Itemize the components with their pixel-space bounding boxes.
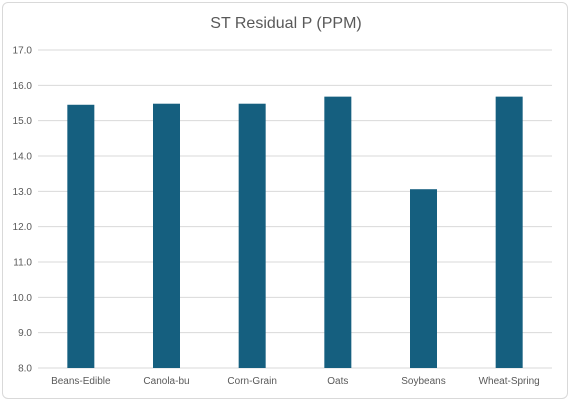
bar-canola-bu [153,103,180,368]
bar-oats [324,96,352,368]
chart-title: ST Residual P (PPM) [210,15,362,32]
bars [67,96,523,369]
x-tick-label: Oats [327,376,348,387]
y-tick-label: 17.0 [13,46,33,57]
y-tick-label: 11.0 [13,258,32,269]
y-tick-label: 15.0 [13,116,33,127]
y-tick-label: 12.0 [13,222,33,233]
x-axis-ticks: Beans-Edible Canola-bu Corn-Grain Oats Soybe… [51,376,540,387]
y-axis-ticks: 8.0 9.0 10.0 11.0 12.0 13.0 14.0 15.0 16.0 17.0 [13,46,33,375]
y-tick-label: 10.0 [13,293,33,304]
y-tick-label: 8.0 [18,364,32,375]
bar-corn-grain [238,103,266,368]
bar-beans-edible [67,104,95,369]
x-tick-label: Wheat-Spring [479,376,540,387]
x-tick-label: Soybeans [401,376,445,387]
gridlines [38,49,552,369]
x-tick-label: Beans-Edible [51,376,111,387]
bar-wheat-spring [495,96,523,368]
bar-soybeans [410,189,437,368]
y-tick-label: 14.0 [13,152,33,163]
y-tick-label: 16.0 [13,81,33,92]
y-tick-label: 9.0 [18,328,32,339]
x-tick-label: Corn-Grain [227,376,276,387]
x-tick-label: Canola-bu [143,376,189,387]
y-tick-label: 13.0 [13,187,33,198]
